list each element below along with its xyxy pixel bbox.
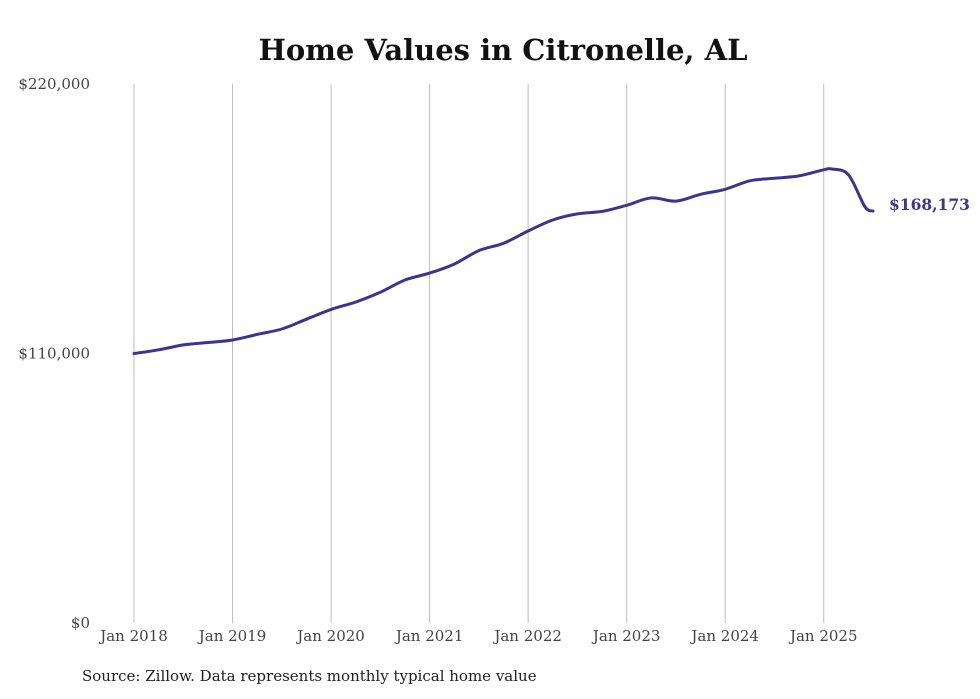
y-tick-label: $220,000 xyxy=(18,75,90,93)
x-axis-ticks: Jan 2018 Jan 2019 Jan 2020 Jan 2021 Jan 2022… xyxy=(98,627,857,645)
x-tick-label: Jan 2020 xyxy=(295,627,365,645)
x-tick-label: Jan 2019 xyxy=(197,627,267,645)
x-tick-label: Jan 2018 xyxy=(98,627,168,645)
end-value-label: $168,173 xyxy=(889,195,970,214)
x-tick-label: Jan 2022 xyxy=(492,627,562,645)
x-tick-label: Jan 2023 xyxy=(591,627,661,645)
source-note: Source: Zillow. Data represents monthly … xyxy=(82,667,537,685)
gridlines xyxy=(133,84,825,623)
x-tick-label: Jan 2025 xyxy=(788,627,858,645)
y-axis-ticks: $0 $110,000 $220,000 xyxy=(18,75,90,632)
y-tick-label: $110,000 xyxy=(18,345,90,363)
chart-title: Home Values in Citronelle, AL xyxy=(259,33,748,67)
y-tick-label: $0 xyxy=(71,614,90,632)
series-line xyxy=(132,167,875,355)
x-tick-label: Jan 2024 xyxy=(689,627,759,645)
x-tick-label: Jan 2021 xyxy=(394,627,464,645)
